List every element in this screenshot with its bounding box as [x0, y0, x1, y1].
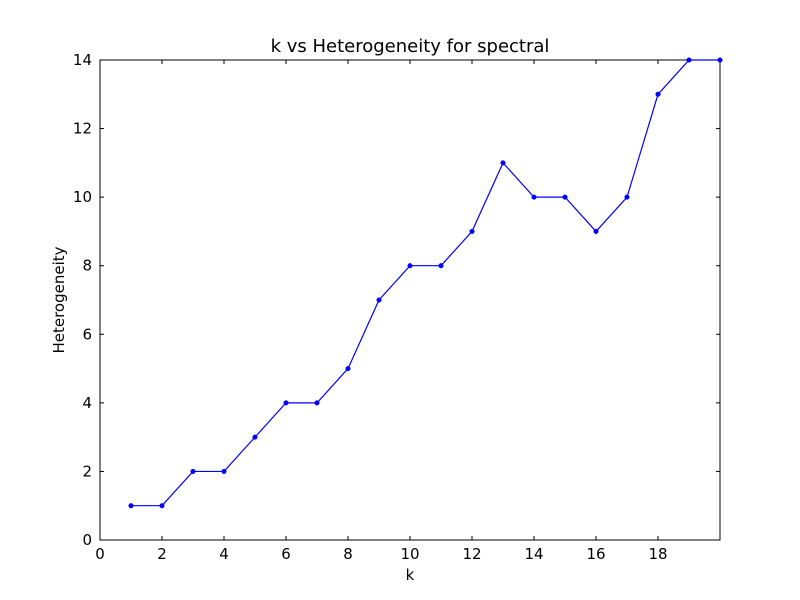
data-point — [717, 57, 723, 63]
y-tick-label: 6 — [82, 325, 92, 343]
x-tick-label: 4 — [219, 545, 229, 563]
plot-frame — [99, 59, 721, 541]
data-point — [345, 366, 351, 372]
y-tick-label: 10 — [73, 188, 92, 206]
x-tick-label: 0 — [95, 545, 105, 563]
y-tick-label: 12 — [73, 120, 92, 138]
data-point — [221, 468, 227, 474]
data-point — [500, 160, 506, 166]
x-tick-label: 6 — [281, 545, 291, 563]
x-tick-label: 12 — [462, 545, 481, 563]
data-point — [624, 194, 630, 200]
y-tick-label: 0 — [82, 531, 92, 549]
y-axis-label: Heterogeneity — [50, 246, 68, 353]
data-point — [469, 228, 475, 234]
data-point — [407, 263, 413, 269]
data-point — [562, 194, 568, 200]
x-axis-label: k — [406, 566, 415, 584]
data-point — [686, 57, 692, 63]
x-tick-label: 14 — [524, 545, 543, 563]
y-axis: 0 2 4 6 8 10 12 14 — [73, 51, 720, 549]
plot-area — [99, 59, 721, 541]
x-tick-label: 2 — [157, 545, 167, 563]
x-tick-label: 8 — [343, 545, 353, 563]
series-line — [131, 59, 720, 507]
data-point — [531, 194, 537, 200]
x-tick-label: 16 — [586, 545, 605, 563]
y-tick-label: 4 — [82, 394, 92, 412]
x-tick-label: 18 — [648, 545, 667, 563]
data-point — [376, 297, 382, 303]
x-axis: 0 2 4 6 8 10 12 14 16 18 — [95, 60, 668, 563]
y-tick-label: 8 — [82, 257, 92, 275]
data-point — [314, 400, 320, 406]
data-point — [128, 503, 134, 509]
data-point — [159, 503, 165, 509]
data-point — [438, 263, 444, 269]
series-group — [128, 57, 723, 509]
data-point — [190, 468, 196, 474]
data-point — [252, 434, 258, 440]
y-tick-label: 2 — [82, 462, 92, 480]
data-point — [655, 91, 661, 97]
chart-title: k vs Heterogeneity for spectral — [271, 36, 550, 57]
y-tick-label: 14 — [73, 51, 92, 69]
data-point — [593, 228, 599, 234]
x-tick-label: 10 — [400, 545, 419, 563]
data-point — [283, 400, 289, 406]
